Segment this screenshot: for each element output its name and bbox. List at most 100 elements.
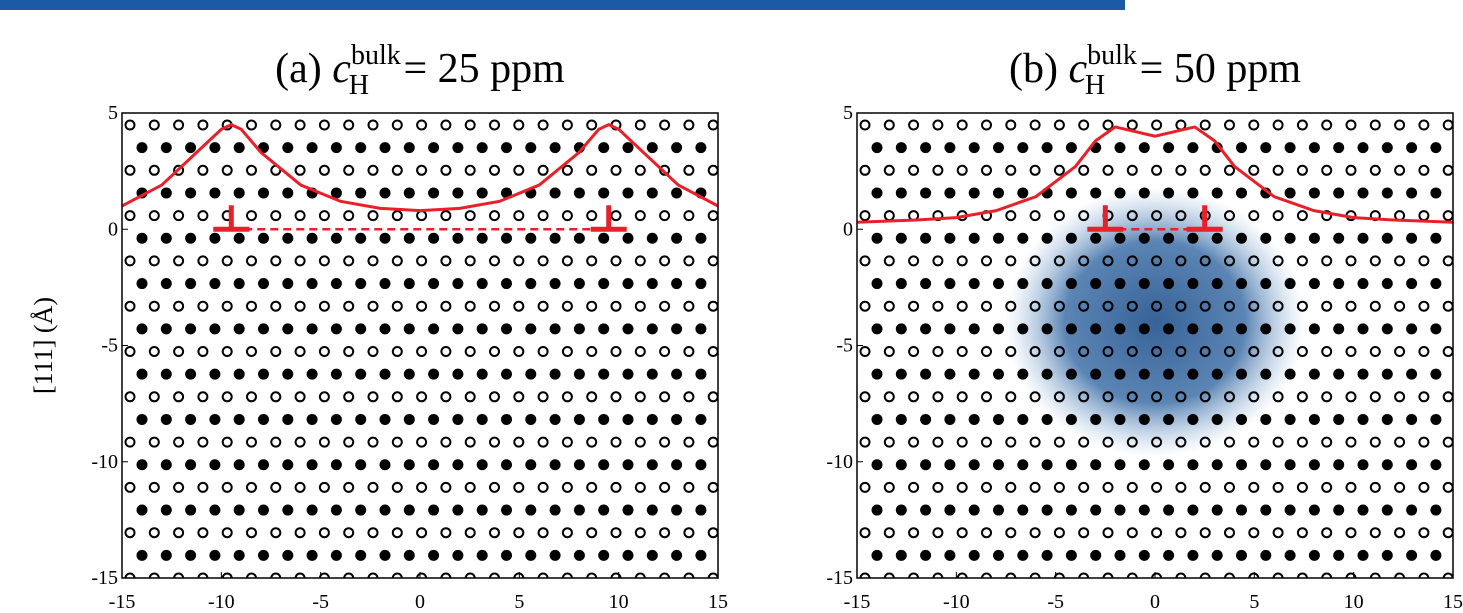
x-tick-label: 0 [1150,591,1160,613]
atom [391,119,403,131]
atom [1053,572,1065,578]
atom [1090,323,1102,335]
atom [246,391,257,403]
atom [895,187,907,199]
atom [671,278,683,290]
atom [1236,459,1247,471]
atom [197,346,209,357]
atom [1102,436,1114,448]
atom [537,481,549,493]
atom [513,527,525,539]
atom [720,233,731,244]
atom [1078,346,1090,357]
atom [981,164,992,176]
atom [993,232,1004,244]
atom [944,549,956,561]
atom [440,436,452,448]
atom [671,187,683,199]
atom [185,323,197,335]
atom [1126,481,1138,493]
atom [561,481,573,493]
atom [1211,368,1223,380]
atom [1187,368,1199,380]
atom [944,368,956,380]
atom [221,481,233,493]
atom [1357,232,1369,244]
atom [683,119,695,131]
atom [1199,300,1211,312]
atom [391,481,403,493]
atom [1308,232,1320,244]
atom [1138,323,1150,335]
atom [1381,187,1393,199]
atom [428,504,440,516]
atom [1308,504,1320,516]
atom [124,481,136,493]
atom [622,504,634,516]
atom [1005,300,1017,312]
atom [1138,278,1150,290]
atom [233,413,245,425]
atom [859,436,871,448]
atom [1406,413,1418,425]
atom [1199,164,1211,176]
atom [1126,572,1138,578]
atom [1175,300,1187,312]
atom [908,391,920,403]
atom [720,550,731,561]
atom [1102,119,1114,131]
atom [956,119,968,131]
atom [367,436,379,448]
atom [883,391,895,403]
atom [1163,459,1175,471]
atom [464,255,476,267]
atom [1430,278,1442,290]
atom [1175,255,1187,267]
atom [549,549,561,561]
atom [1017,459,1029,471]
atom [1296,210,1308,222]
atom [1053,300,1065,312]
atom [1005,346,1017,357]
atom [160,232,172,244]
atom [355,278,367,290]
atom [1151,210,1163,222]
atom [221,391,233,403]
atom [1199,481,1211,493]
atom [634,572,646,578]
atom [1272,300,1284,312]
atom [695,278,707,290]
atom [330,504,342,516]
atom [944,142,956,154]
atom [871,278,883,290]
atom [871,323,883,335]
atom [513,210,525,222]
atom [549,504,561,516]
atom [1041,549,1053,561]
atom [683,346,695,357]
atom [318,527,330,539]
atom [646,549,658,561]
atom [1005,119,1017,131]
atom [1418,391,1430,403]
atom [1357,323,1369,335]
atom [306,142,318,154]
atom [476,368,488,380]
atom [379,459,391,471]
atom [1114,368,1126,380]
atom [1041,278,1053,290]
atom [1151,255,1163,267]
atom [981,346,992,357]
atom [1345,436,1357,448]
atom [343,164,355,176]
atom [1260,368,1272,380]
atom [355,504,367,516]
atom [1224,255,1235,267]
atom [1126,436,1138,448]
atom [1296,572,1308,578]
x-tick-label: -15 [844,591,871,613]
atom [1090,187,1102,199]
atom [1126,164,1138,176]
atom [956,255,968,267]
atom [634,255,646,267]
